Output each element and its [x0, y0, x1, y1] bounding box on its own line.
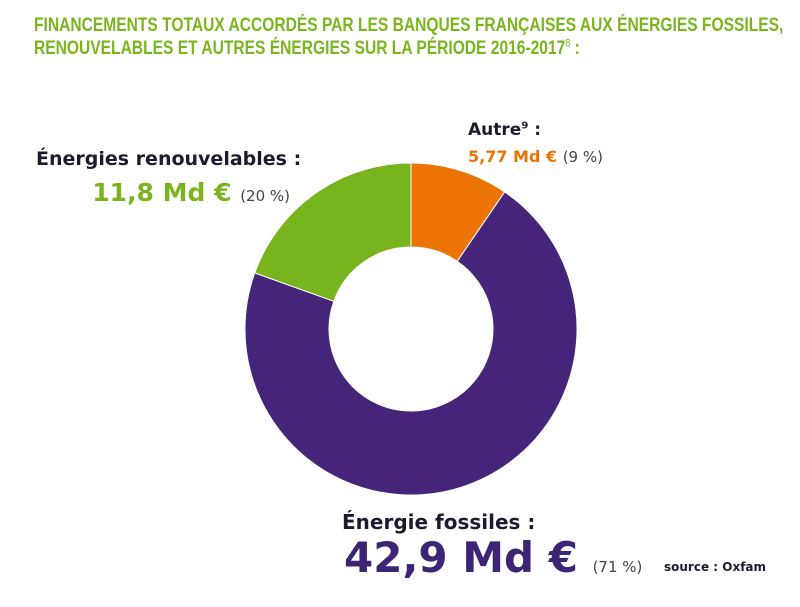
other-value-group: 5,77 Md € (9 %) — [468, 147, 603, 166]
other-percent: (9 %) — [562, 148, 603, 166]
source-note: source : Oxfam — [664, 560, 767, 574]
title-footnote-marker: 8 — [565, 37, 571, 50]
other-footnote-marker: 9 — [521, 120, 529, 132]
fossil-percent: (71 %) — [592, 558, 643, 576]
slice-renewables — [254, 162, 412, 302]
chart-title-line-1: FINANCEMENTS TOTAUX ACCORDÉS PAR LES BAN… — [34, 15, 784, 36]
renewables-value-group: 11,8 Md € (20 %) — [92, 178, 290, 207]
chart-title-line-2-text: RENOUVELABLES ET AUTRES ÉNERGIES SUR LA … — [34, 38, 566, 59]
other-label-colon: : — [528, 120, 541, 140]
renewables-percent: (20 %) — [240, 187, 290, 205]
other-label: Autre9 : — [468, 120, 541, 140]
fossil-value-group: 42,9 Md € (71 %) — [344, 533, 642, 582]
renewables-value: 11,8 Md € — [92, 178, 232, 207]
slice-fossil — [244, 191, 578, 496]
title-colon: : — [570, 38, 580, 59]
fossil-value: 42,9 Md € — [344, 533, 578, 582]
other-label-text: Autre — [468, 120, 522, 140]
renewables-label: Énergies renouvelables : — [36, 148, 302, 170]
chart-title-line-2: RENOUVELABLES ET AUTRES ÉNERGIES SUR LA … — [34, 37, 657, 60]
fossil-label: Énergie fossiles : — [342, 510, 536, 534]
chart-title: FINANCEMENTS TOTAUX ACCORDÉS PAR LES BAN… — [34, 14, 784, 60]
other-value: 5,77 Md € — [468, 147, 558, 166]
